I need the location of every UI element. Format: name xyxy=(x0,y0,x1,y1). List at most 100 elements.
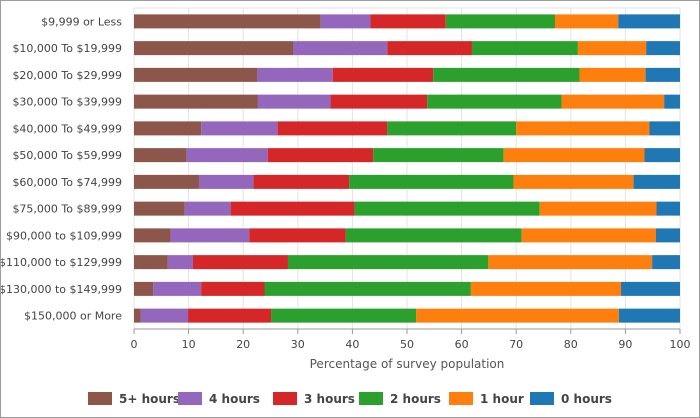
x-tick-label: 100 xyxy=(670,338,691,351)
bar-segment-6-2-hours xyxy=(373,148,504,163)
bar-segment-10-3-hours xyxy=(192,255,288,270)
bar-segment-1-2-hours xyxy=(445,14,555,29)
legend-swatch-2-hours xyxy=(359,392,383,405)
bar-segment-2-4-hours xyxy=(293,41,388,56)
bar-segment-11-5-hours xyxy=(134,281,154,296)
legend-label-1-hour: 1 hour xyxy=(480,392,524,406)
bar-segment-9-0-hours xyxy=(655,228,680,243)
category-label: $10,000 To $19,999 xyxy=(12,42,122,55)
bar-segment-8-4-hours xyxy=(184,201,231,216)
category-label: $60,000 To $74,999 xyxy=(12,176,122,189)
category-label: $9,999 or Less xyxy=(41,15,122,28)
bar-segment-8-2-hours xyxy=(354,201,540,216)
bar-segment-9-3-hours xyxy=(249,228,346,243)
bar-segment-12-1-hour xyxy=(416,308,619,323)
legend-label-0-hours: 0 hours xyxy=(561,392,612,406)
legend-swatch-3-hours xyxy=(273,392,297,405)
x-axis: 0 10 20 30 40 50 60 70 80 90 100 xyxy=(131,328,691,351)
bar-segment-7-5-hours xyxy=(134,174,199,189)
bar-segment-5-1-hour xyxy=(516,121,650,136)
category-label: $90,000 to $109,999 xyxy=(6,229,122,242)
x-tick-label: 30 xyxy=(291,338,305,351)
bars xyxy=(134,14,680,323)
bar-segment-7-4-hours xyxy=(198,174,254,189)
bar-segment-10-4-hours xyxy=(167,255,193,270)
bar-segment-6-5-hours xyxy=(134,148,187,163)
legend-swatch-0-hours xyxy=(530,392,554,405)
legend-label-4-hours: 4 hours xyxy=(209,392,260,406)
x-tick-label: 50 xyxy=(400,338,414,351)
bar-segment-10-0-hours xyxy=(652,255,680,270)
x-tick-label: 0 xyxy=(131,338,138,351)
legend-label-2-hours: 2 hours xyxy=(390,392,441,406)
x-axis-title: Percentage of survey population xyxy=(310,357,505,371)
bar-segment-6-1-hour xyxy=(503,148,645,163)
bar-segment-5-0-hours xyxy=(649,121,680,136)
legend: 5+ hours 4 hours 3 hours 2 hours 1 hour 0 hou… xyxy=(88,392,612,406)
bar-segment-6-3-hours xyxy=(267,148,374,163)
bar-segment-11-2-hours xyxy=(264,281,471,296)
bar-segment-7-0-hours xyxy=(633,174,680,189)
bar-segment-5-3-hours xyxy=(277,121,388,136)
bar-segment-8-1-hour xyxy=(539,201,657,216)
bar-segment-7-2-hours xyxy=(349,174,514,189)
bar-segment-12-3-hours xyxy=(188,308,272,323)
bar-segment-12-4-hours xyxy=(140,308,189,323)
bar-segment-10-1-hour xyxy=(488,255,653,270)
bar-segment-3-0-hours xyxy=(645,67,680,82)
bar-segment-11-4-hours xyxy=(153,281,202,296)
bar-segment-11-1-hour xyxy=(470,281,622,296)
bar-segment-4-3-hours xyxy=(330,94,428,109)
bar-segment-9-5-hours xyxy=(134,228,171,243)
bar-segment-8-3-hours xyxy=(230,201,355,216)
bar-segment-11-0-hours xyxy=(621,281,680,296)
legend-swatch-1-hour xyxy=(449,392,473,405)
legend-swatch-4-hours xyxy=(178,392,202,405)
bar-segment-1-0-hours xyxy=(618,14,680,29)
bar-segment-1-1-hour xyxy=(554,14,619,29)
x-tick-label: 80 xyxy=(564,338,578,351)
bar-segment-5-4-hours xyxy=(201,121,278,136)
bar-segment-9-4-hours xyxy=(170,228,250,243)
bar-segment-2-3-hours xyxy=(387,41,472,56)
x-tick-label: 70 xyxy=(509,338,523,351)
x-tick-label: 90 xyxy=(618,338,632,351)
bar-segment-10-2-hours xyxy=(287,255,489,270)
bar-segment-2-5-hours xyxy=(134,41,294,56)
category-label: $75,000 To $89,999 xyxy=(12,203,122,216)
bar-segment-8-5-hours xyxy=(134,201,185,216)
bar-segment-9-2-hours xyxy=(345,228,522,243)
bar-segment-4-2-hours xyxy=(427,94,562,109)
bar-segment-7-1-hour xyxy=(513,174,634,189)
x-tick-label: 60 xyxy=(455,338,469,351)
category-label: $30,000 To $39,999 xyxy=(12,96,122,109)
bar-segment-2-2-hours xyxy=(471,41,578,56)
bar-segment-1-4-hours xyxy=(320,14,371,29)
bar-segment-6-0-hours xyxy=(644,148,680,163)
bar-segment-11-3-hours xyxy=(201,281,265,296)
legend-label-5-hours: 5+ hours xyxy=(119,392,180,406)
bar-segment-4-4-hours xyxy=(257,94,331,109)
bar-segment-5-2-hours xyxy=(387,121,517,136)
bar-segment-2-0-hours xyxy=(646,41,680,56)
bar-segment-4-5-hours xyxy=(134,94,258,109)
category-label: $150,000 or More xyxy=(24,310,122,323)
category-labels: $9,999 or Less $10,000 To $19,999 $20,000 … xyxy=(1,15,122,322)
gridlines xyxy=(133,7,681,329)
bar-segment-4-1-hour xyxy=(561,94,665,109)
bar-segment-5-5-hours xyxy=(134,121,202,136)
category-label: $50,000 To $59,999 xyxy=(12,149,122,162)
bar-segment-3-3-hours xyxy=(332,67,434,82)
x-tick-label: 40 xyxy=(345,338,359,351)
bar-segment-10-5-hours xyxy=(134,255,168,270)
bar-segment-3-2-hours xyxy=(433,67,580,82)
bar-segment-7-3-hours xyxy=(253,174,350,189)
bar-segment-9-1-hour xyxy=(521,228,656,243)
bar-segment-2-1-hour xyxy=(577,41,647,56)
bar-segment-4-0-hours xyxy=(664,94,680,109)
bar-segment-1-3-hours xyxy=(370,14,446,29)
category-label: $20,000 To $29,999 xyxy=(12,69,122,82)
bar-segment-3-1-hour xyxy=(579,67,646,82)
